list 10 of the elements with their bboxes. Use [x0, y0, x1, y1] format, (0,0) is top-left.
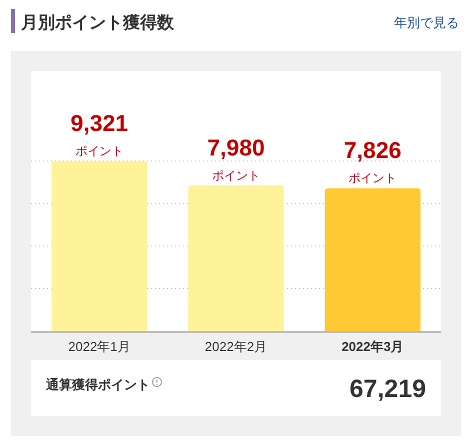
- x-tick-label: 2022年2月: [204, 339, 268, 354]
- x-tick-label: 2022年1月: [68, 339, 130, 354]
- value-label: 9,321 ポイント: [70, 110, 128, 158]
- annotation: 年別で見る: [394, 15, 459, 30]
- annotation: 67,219: [350, 375, 426, 403]
- value-label: 7,980 ポイント: [207, 134, 265, 182]
- annotation: 通算獲得ポイント: [46, 377, 150, 392]
- x-tick-label: 2022年3月: [342, 339, 404, 354]
- title: 月別ポイント獲得数: [21, 13, 174, 32]
- value-label: 7,826 ポイント: [344, 137, 402, 186]
